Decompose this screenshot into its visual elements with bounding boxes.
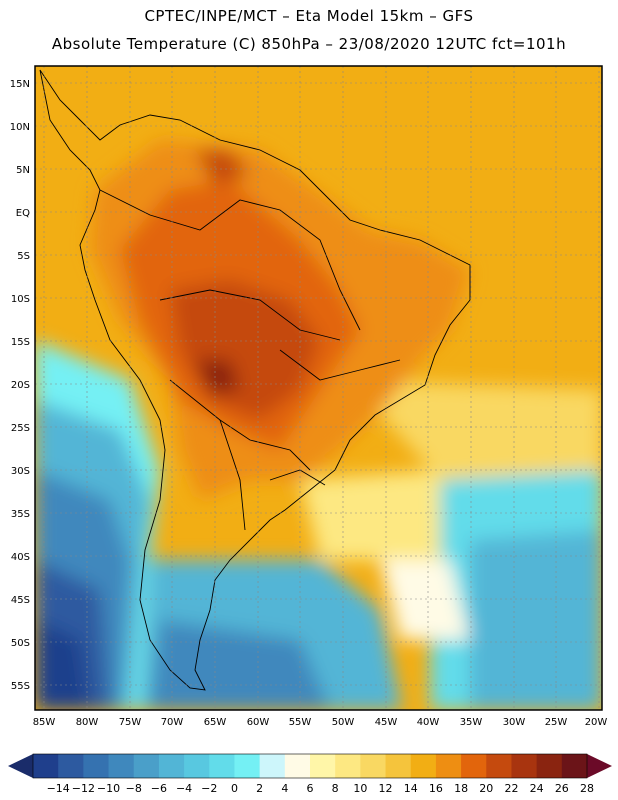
lon-label: 40W — [417, 717, 440, 728]
colorbar-swatch — [259, 754, 286, 778]
lat-label: 15N — [10, 79, 30, 90]
lat-label: 30S — [11, 466, 30, 477]
colorbar-label: −12 — [71, 782, 95, 795]
colorbar-swatch — [410, 754, 437, 778]
colorbar-high-arrow — [587, 754, 612, 778]
lat-label: 20S — [11, 380, 30, 391]
lat-label: 5S — [17, 251, 30, 262]
lon-label: 20W — [585, 717, 608, 728]
temperature-field — [35, 66, 602, 710]
colorbar-swatch — [209, 754, 235, 778]
colorbar-label: −6 — [150, 782, 168, 795]
lat-label: 10N — [10, 122, 30, 133]
lon-label: 65W — [204, 717, 227, 728]
lat-label: 40S — [11, 552, 30, 563]
lon-label: 70W — [161, 717, 184, 728]
lat-label: 55S — [11, 681, 30, 692]
colorbar-swatch — [536, 754, 563, 778]
lat-label: 35S — [11, 509, 30, 520]
colorbar-swatch — [360, 754, 387, 778]
lat-label: 10S — [11, 294, 30, 305]
colorbar — [8, 753, 612, 779]
colorbar-swatch — [33, 754, 59, 778]
colorbar-swatch — [385, 754, 412, 778]
colorbar-swatch — [58, 754, 84, 778]
lat-label: 50S — [11, 638, 30, 649]
colorbar-swatch — [335, 754, 361, 778]
colorbar-label: −2 — [201, 782, 218, 795]
colorbar-low-arrow — [8, 754, 33, 778]
lon-label: 30W — [503, 717, 526, 728]
lat-label: 25S — [11, 423, 30, 434]
colorbar-swatch — [511, 754, 538, 778]
lon-label: 75W — [119, 717, 142, 728]
colorbar-label: 22 — [504, 782, 519, 795]
lon-label: 50W — [332, 717, 355, 728]
map-title-line1: CPTEC/INPE/MCT – Eta Model 15km – GFS — [144, 7, 474, 25]
colorbar-label: −10 — [96, 782, 121, 795]
lon-label: 85W — [33, 717, 56, 728]
lat-label: 5N — [16, 165, 30, 176]
gridlines — [35, 66, 602, 710]
colorbar-label: 2 — [256, 782, 264, 795]
colorbar-swatch — [83, 754, 110, 778]
lon-label: 25W — [545, 717, 568, 728]
colorbar-label: 8 — [331, 782, 339, 795]
lon-label: 45W — [375, 717, 398, 728]
colorbar-label: −8 — [125, 782, 142, 795]
lat-label: EQ — [16, 208, 30, 219]
colorbar-label: −14 — [46, 782, 70, 795]
colorbar-label: 28 — [580, 782, 594, 795]
colorbar-label: 20 — [479, 782, 494, 795]
colorbar-label: 18 — [454, 782, 469, 795]
map-frame — [34, 65, 603, 711]
lon-label: 35W — [460, 717, 483, 728]
latitude-labels: 15N 10N 5N EQ 5S 10S 15S 20S 25S 30S 35S… — [10, 79, 30, 692]
colorbar-swatch — [461, 754, 487, 778]
colorbar-swatch — [133, 754, 160, 778]
longitude-labels: 85W 80W 75W 70W 65W 60W 55W 50W 45W 40W … — [33, 717, 608, 728]
colorbar-label: 26 — [554, 782, 569, 795]
lat-label: 45S — [11, 595, 30, 606]
colorbar-swatch — [158, 754, 185, 778]
colorbar-swatch — [310, 754, 336, 778]
colorbar-label: −4 — [175, 782, 193, 795]
colorbar-label: 0 — [230, 782, 238, 795]
map-title-line2: Absolute Temperature (C) 850hPa – 23/08/… — [51, 35, 567, 53]
colorbar-label: 24 — [529, 782, 544, 795]
colorbar-label: 4 — [281, 782, 289, 795]
colorbar-swatch — [184, 754, 210, 778]
colorbar-swatch — [284, 754, 311, 778]
colorbar-swatch — [234, 754, 261, 778]
lon-label: 55W — [289, 717, 312, 728]
colorbar-swatch — [561, 754, 588, 778]
colorbar-swatch — [435, 754, 462, 778]
colorbar-label: 10 — [353, 782, 368, 795]
colorbar-swatch — [108, 754, 135, 778]
lon-label: 60W — [247, 717, 270, 728]
colorbar-label: 16 — [428, 782, 443, 795]
lat-label: 15S — [11, 337, 30, 348]
colorbar-label: 6 — [306, 782, 314, 795]
colorbar-label: 14 — [403, 782, 418, 795]
colorbar-outline — [32, 753, 588, 779]
colorbar-label: 12 — [378, 782, 393, 795]
colorbar-swatch — [486, 754, 512, 778]
lon-label: 80W — [76, 717, 99, 728]
